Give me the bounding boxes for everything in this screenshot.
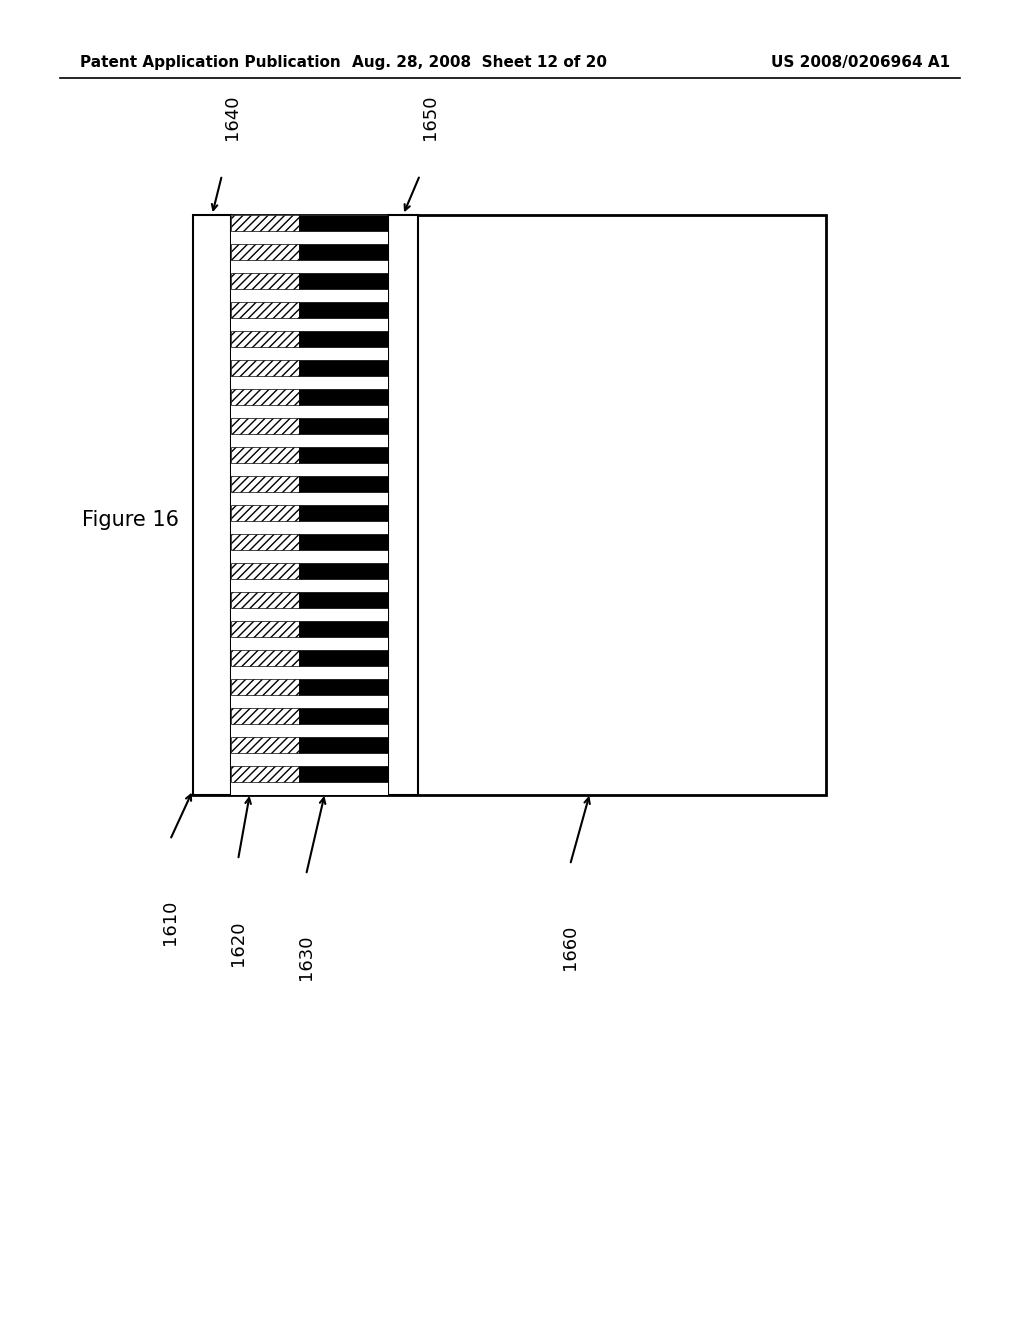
Text: 1650: 1650	[421, 95, 439, 140]
Bar	[299, 708, 388, 723]
Bar	[299, 535, 388, 550]
Bar	[231, 389, 299, 405]
Text: 1630: 1630	[297, 935, 315, 981]
Bar	[299, 360, 388, 376]
Bar	[231, 649, 299, 667]
Bar	[299, 678, 388, 694]
Text: US 2008/0206964 A1: US 2008/0206964 A1	[771, 54, 950, 70]
Bar	[231, 591, 299, 609]
Bar	[231, 678, 299, 694]
Bar	[231, 273, 299, 289]
Bar	[299, 766, 388, 781]
Bar	[231, 766, 299, 781]
Bar	[299, 591, 388, 609]
Bar	[299, 244, 388, 260]
Bar	[299, 564, 388, 579]
Text: 1640: 1640	[223, 95, 241, 140]
Bar	[231, 215, 388, 795]
Bar	[299, 620, 388, 638]
Bar	[388, 215, 418, 795]
Bar	[299, 215, 388, 231]
Bar	[299, 273, 388, 289]
Bar	[193, 215, 231, 795]
Bar	[299, 331, 388, 347]
Bar	[299, 649, 388, 667]
Bar	[299, 477, 388, 492]
Bar	[193, 215, 826, 795]
Bar	[231, 302, 299, 318]
Text: 1610: 1610	[161, 900, 179, 945]
Bar	[231, 418, 299, 434]
Text: Aug. 28, 2008  Sheet 12 of 20: Aug. 28, 2008 Sheet 12 of 20	[352, 54, 607, 70]
Bar	[231, 620, 299, 638]
Bar	[299, 418, 388, 434]
Bar	[299, 302, 388, 318]
Bar	[231, 708, 299, 723]
Bar	[231, 506, 299, 521]
Text: 1620: 1620	[229, 920, 247, 965]
Bar	[299, 389, 388, 405]
Bar	[231, 535, 299, 550]
Text: Figure 16: Figure 16	[82, 510, 178, 531]
Bar	[299, 737, 388, 752]
Bar	[231, 447, 299, 463]
Bar	[299, 506, 388, 521]
Bar	[231, 360, 299, 376]
Text: Patent Application Publication: Patent Application Publication	[80, 54, 341, 70]
Bar	[299, 447, 388, 463]
Bar	[231, 477, 299, 492]
Bar	[231, 564, 299, 579]
Text: 1660: 1660	[561, 925, 579, 970]
Bar	[231, 737, 299, 752]
Bar	[231, 244, 299, 260]
Bar	[231, 215, 299, 231]
Bar	[231, 331, 299, 347]
